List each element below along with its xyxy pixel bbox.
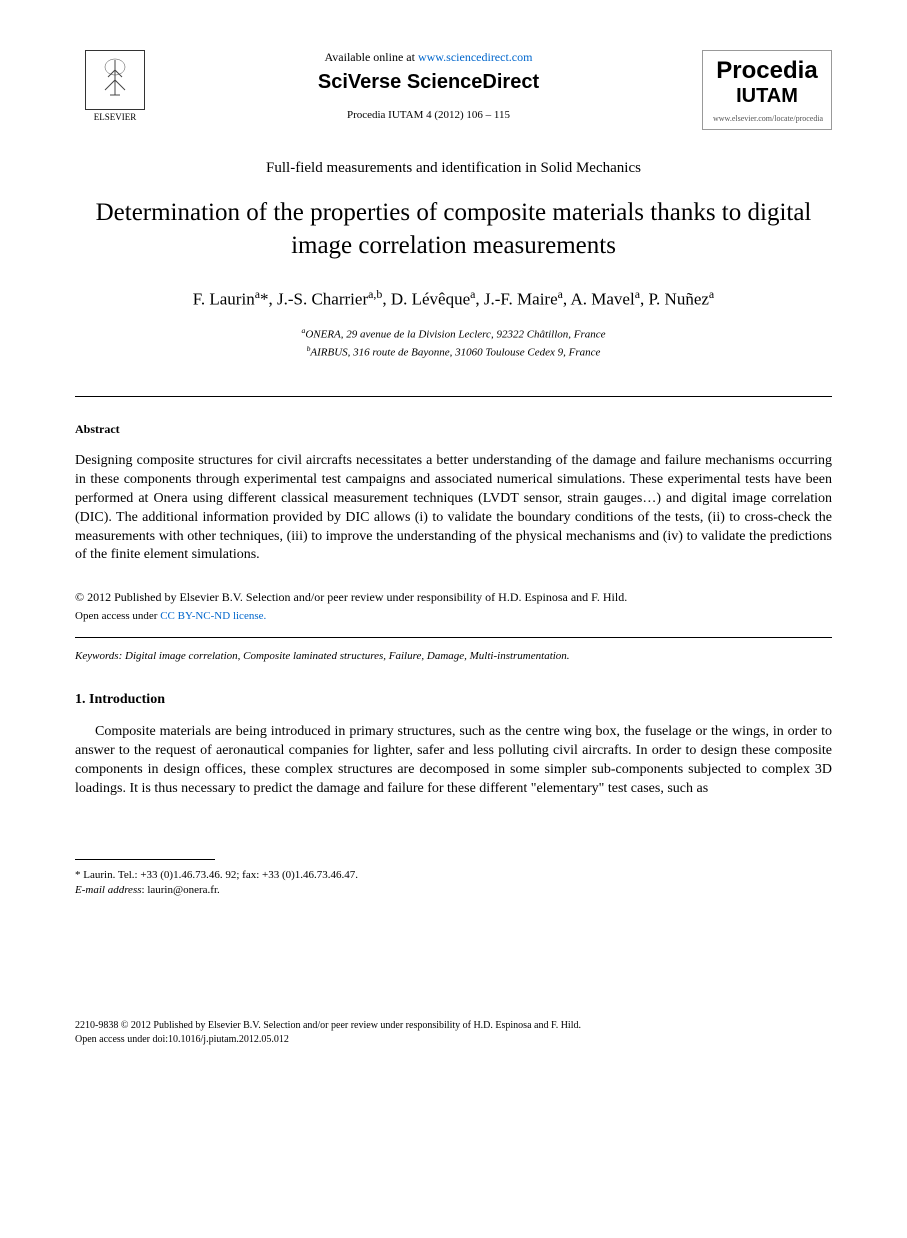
sciencedirect-link[interactable]: www.sciencedirect.com [418, 50, 533, 64]
footer-line1: 2210-9838 © 2012 Published by Elsevier B… [75, 1019, 832, 1033]
citation: Procedia IUTAM 4 (2012) 106 – 115 [175, 109, 682, 121]
available-text: Available online at [325, 50, 418, 64]
sciverse-logo: SciVerse ScienceDirect [175, 71, 682, 94]
procedia-box: Procedia IUTAM www.elsevier.com/locate/p… [702, 50, 832, 130]
procedia-title: Procedia [713, 57, 821, 85]
header-row: ELSEVIER Available online at www.science… [75, 50, 832, 130]
footnote: * Laurin. Tel.: +33 (0)1.46.73.46. 92; f… [75, 868, 832, 899]
affiliation-b: bAIRBUS, 316 route de Bayonne, 31060 Tou… [75, 343, 832, 361]
abstract-heading: Abstract [75, 422, 832, 437]
footnote-contact: * Laurin. Tel.: +33 (0)1.46.73.46. 92; f… [75, 868, 832, 883]
abstract-text: Designing composite structures for civil… [75, 452, 832, 565]
divider-thin [75, 637, 832, 638]
footer-open-access: Open access under [75, 1034, 152, 1045]
procedia-url[interactable]: www.elsevier.com/locate/procedia [713, 114, 821, 123]
intro-text: Composite materials are being introduced… [75, 723, 832, 799]
affiliation-a: aONERA, 29 avenue de la Division Leclerc… [75, 325, 832, 343]
article-title: Determination of the properties of compo… [75, 197, 832, 262]
divider [75, 396, 832, 397]
elsevier-label: ELSEVIER [75, 112, 155, 122]
affiliations: aONERA, 29 avenue de la Division Leclerc… [75, 325, 832, 361]
open-access: Open access under CC BY-NC-ND license. [75, 610, 832, 622]
footer-doi: doi:10.1016/j.piutam.2012.05.012 [152, 1034, 288, 1045]
footer-line2: Open access under doi:10.1016/j.piutam.2… [75, 1033, 832, 1047]
elsevier-logo: ELSEVIER [75, 50, 155, 122]
procedia-sub: IUTAM [713, 85, 821, 108]
intro-heading: 1. Introduction [75, 692, 832, 708]
conference-series: Full-field measurements and identificati… [75, 160, 832, 177]
center-header: Available online at www.sciencedirect.co… [155, 50, 702, 121]
elsevier-tree-icon [85, 50, 145, 110]
available-online: Available online at www.sciencedirect.co… [175, 50, 682, 65]
footnote-email: E-mail address: laurin@onera.fr. [75, 883, 832, 898]
footnote-divider [75, 859, 215, 860]
keywords: Keywords: Digital image correlation, Com… [75, 650, 832, 662]
copyright: © 2012 Published by Elsevier B.V. Select… [75, 590, 832, 605]
footer: 2210-9838 © 2012 Published by Elsevier B… [75, 1019, 832, 1047]
authors: F. Laurina*, J.-S. Charriera,b, D. Lévêq… [75, 287, 832, 310]
open-access-prefix: Open access under [75, 610, 160, 622]
license-link[interactable]: CC BY-NC-ND license. [160, 610, 266, 622]
